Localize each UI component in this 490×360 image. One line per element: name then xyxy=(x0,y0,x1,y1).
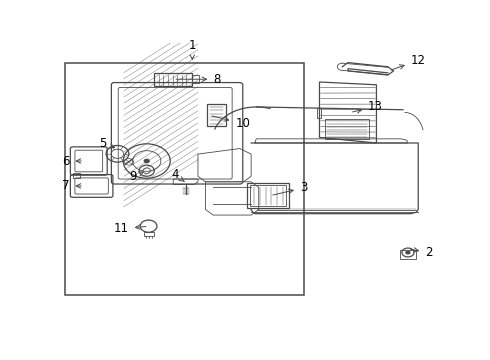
Bar xyxy=(207,104,226,126)
Bar xyxy=(154,73,192,86)
Bar xyxy=(400,250,416,258)
Circle shape xyxy=(406,251,410,254)
Bar xyxy=(192,75,199,84)
Text: 10: 10 xyxy=(212,116,250,130)
Text: 12: 12 xyxy=(391,54,426,70)
Text: 8: 8 xyxy=(176,73,220,86)
Bar xyxy=(73,173,80,179)
Bar xyxy=(325,120,369,139)
Text: 3: 3 xyxy=(273,181,307,195)
Text: 11: 11 xyxy=(114,222,146,235)
Bar xyxy=(317,108,321,118)
Text: 6: 6 xyxy=(62,154,81,167)
Text: 9: 9 xyxy=(130,170,143,183)
Bar xyxy=(247,183,289,208)
Bar xyxy=(144,232,153,236)
Bar xyxy=(65,63,304,296)
Text: 2: 2 xyxy=(411,246,433,259)
Text: 4: 4 xyxy=(172,168,184,181)
Bar xyxy=(250,185,286,206)
Circle shape xyxy=(144,159,149,163)
Text: 13: 13 xyxy=(353,100,383,113)
Text: 1: 1 xyxy=(189,39,196,59)
Text: 5: 5 xyxy=(98,137,115,150)
Text: 7: 7 xyxy=(62,179,81,193)
